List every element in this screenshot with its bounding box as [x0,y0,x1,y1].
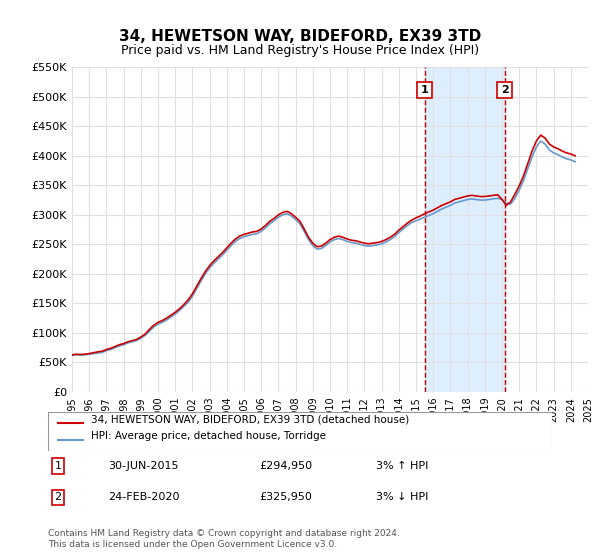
Text: 2: 2 [55,492,62,502]
Text: 1: 1 [421,85,428,95]
FancyBboxPatch shape [48,412,552,451]
Text: Price paid vs. HM Land Registry's House Price Index (HPI): Price paid vs. HM Land Registry's House … [121,44,479,57]
Text: 34, HEWETSON WAY, BIDEFORD, EX39 3TD: 34, HEWETSON WAY, BIDEFORD, EX39 3TD [119,29,481,44]
Text: 3% ↓ HPI: 3% ↓ HPI [376,492,428,502]
Text: 3% ↑ HPI: 3% ↑ HPI [376,461,428,471]
Text: £325,950: £325,950 [260,492,313,502]
Text: 34, HEWETSON WAY, BIDEFORD, EX39 3TD (detached house): 34, HEWETSON WAY, BIDEFORD, EX39 3TD (de… [91,414,409,424]
Text: 30-JUN-2015: 30-JUN-2015 [109,461,179,471]
Text: £294,950: £294,950 [260,461,313,471]
Text: 2: 2 [501,85,508,95]
Text: 1: 1 [55,461,62,471]
Text: HPI: Average price, detached house, Torridge: HPI: Average price, detached house, Torr… [91,431,326,441]
Text: Contains HM Land Registry data © Crown copyright and database right 2024.
This d: Contains HM Land Registry data © Crown c… [48,529,400,549]
Bar [425,67,505,392]
Text: 24-FEB-2020: 24-FEB-2020 [109,492,180,502]
